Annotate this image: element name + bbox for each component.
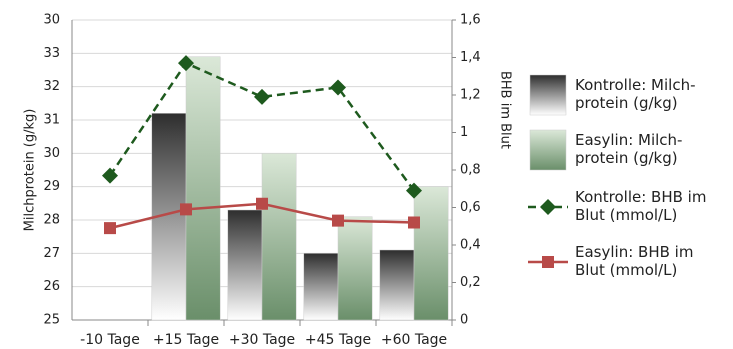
y-tick-label: 28 <box>43 213 60 228</box>
bar <box>379 249 415 321</box>
y2-tick-label: 1 <box>460 125 468 140</box>
y-tick-label: 33 <box>43 46 60 61</box>
point <box>408 216 420 229</box>
y2-tick-label: 0 <box>460 313 468 328</box>
point <box>332 214 344 227</box>
y-tick-label: 31 <box>43 113 60 128</box>
point <box>540 199 556 215</box>
legend-swatch <box>529 74 567 116</box>
point <box>406 182 422 199</box>
bar <box>185 56 221 321</box>
y-axis-label: Milchprotein (g/kg) <box>23 109 38 232</box>
point <box>254 88 270 105</box>
y-tick-label: 30 <box>43 146 60 161</box>
bar <box>413 186 449 321</box>
legend-label: Kontrolle: BHB im Blut (mmol/L) <box>575 188 707 224</box>
bar <box>303 253 339 321</box>
y2-tick-label: 0,8 <box>460 163 481 178</box>
x-tick-label: +15 Tage <box>153 332 219 348</box>
y-tick-label: 30 <box>43 13 60 28</box>
point <box>542 256 554 268</box>
x-tick-label: +30 Tage <box>229 332 295 348</box>
point <box>180 203 192 216</box>
y-tick-label: 25 <box>43 313 60 328</box>
legend-label: Easylin: BHB im Blut (mmol/L) <box>575 243 694 279</box>
x-tick-label: +45 Tage <box>305 332 371 348</box>
legend-swatch <box>529 129 567 171</box>
bar <box>227 209 263 321</box>
point <box>102 167 118 184</box>
point <box>104 222 116 235</box>
y-tick-label: 26 <box>43 279 60 294</box>
y2-tick-label: 0,2 <box>460 275 481 290</box>
y2-tick-label: 1,6 <box>460 13 481 28</box>
x-tick-label: +60 Tage <box>381 332 447 348</box>
bar <box>261 153 297 321</box>
y2-tick-label: 1,2 <box>460 88 481 103</box>
point <box>178 55 194 72</box>
y-tick-label: 29 <box>43 179 60 194</box>
line <box>108 61 416 192</box>
y2-tick-label: 1,4 <box>460 50 481 65</box>
legend-label: Easylin: Milch-protein (g/kg) <box>575 131 683 167</box>
y2-tick-label: 0,4 <box>460 238 481 253</box>
x-tick-label: -10 Tage <box>80 332 140 348</box>
y2-axis-label: BHB im Blut <box>498 71 513 149</box>
y2-tick-label: 0,6 <box>460 200 481 215</box>
bar <box>337 216 373 321</box>
legend-label: Kontrolle: Milch-protein (g/kg) <box>575 76 696 112</box>
y-tick-label: 32 <box>43 79 60 94</box>
point <box>256 197 268 210</box>
point <box>330 79 346 96</box>
y-tick-label: 27 <box>43 246 60 261</box>
